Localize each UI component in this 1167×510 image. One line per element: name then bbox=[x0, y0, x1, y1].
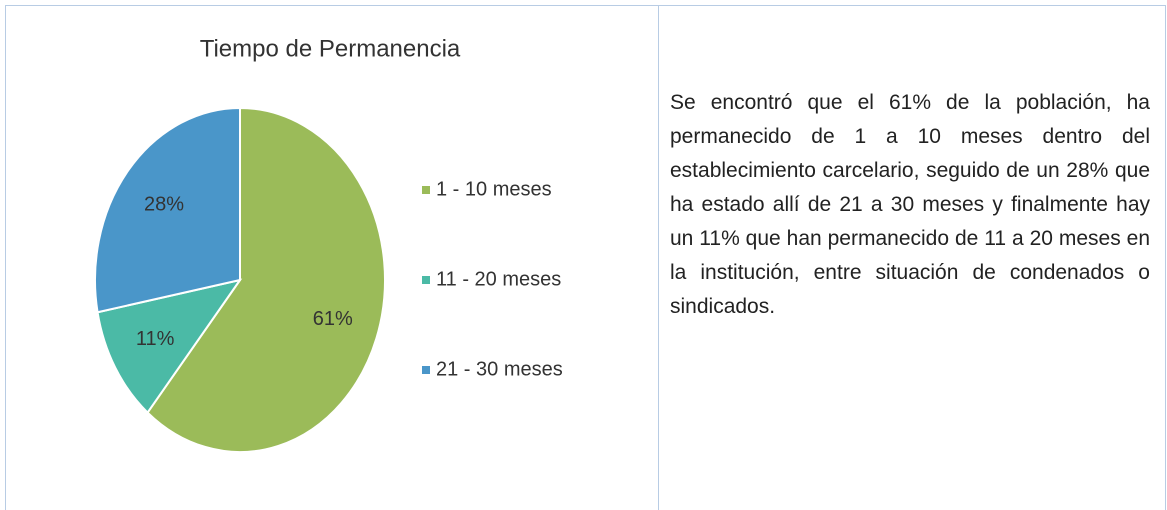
table-border bbox=[5, 5, 1165, 6]
legend-swatch bbox=[422, 276, 430, 284]
legend-label: 11 - 20 meses bbox=[436, 268, 561, 290]
pie-slice bbox=[96, 278, 243, 415]
pie-slice bbox=[146, 106, 387, 453]
chart: Tiempo de Permanencia 61% 11% 28% 1 - 10 me… bbox=[94, 35, 563, 453]
legend-swatch bbox=[422, 186, 430, 194]
data-label: 28% bbox=[144, 194, 184, 216]
table-border bbox=[5, 5, 6, 510]
chart-title: Tiempo de Permanencia bbox=[200, 35, 461, 62]
table-border bbox=[1165, 5, 1166, 510]
table-border bbox=[658, 5, 659, 510]
data-label: 11% bbox=[136, 328, 175, 350]
pie-slice bbox=[94, 106, 241, 314]
data-label: 61% bbox=[313, 308, 353, 330]
legend-label: 21 - 30 meses bbox=[436, 358, 563, 380]
paragraph: Se encontró que el 61% de la población, … bbox=[670, 91, 1150, 318]
legend-label: 1 - 10 meses bbox=[436, 178, 552, 200]
legend-swatch bbox=[422, 366, 430, 374]
